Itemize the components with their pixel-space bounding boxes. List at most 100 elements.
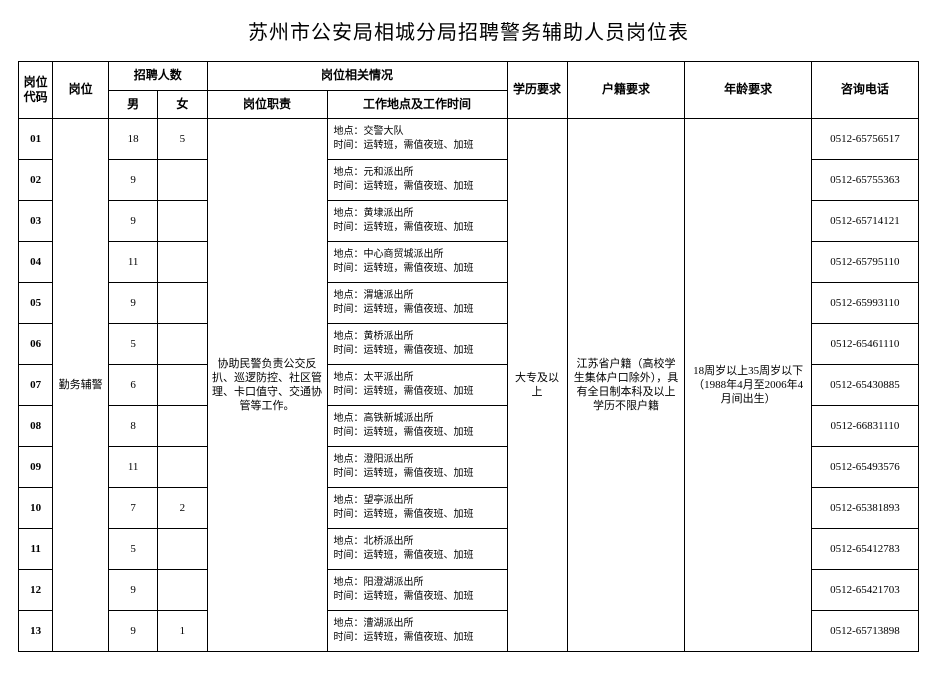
location-line: 地点：元和派出所: [334, 167, 414, 178]
col-header-male: 男: [108, 90, 157, 119]
cell-location: 地点：漕湖派出所时间：运转班，需值夜班、加班: [327, 611, 507, 652]
time-line: 时间：运转班，需值夜班、加班: [334, 509, 474, 520]
col-header-female: 女: [158, 90, 207, 119]
cell-huji: 江苏省户籍（高校学生集体户口除外），具有全日制本科及以上学历不限户籍: [567, 119, 685, 652]
time-line: 时间：运转班，需值夜班、加班: [334, 550, 474, 561]
cell-post: 勤务辅警: [53, 119, 109, 652]
cell-tel: 0512-65493576: [811, 447, 918, 488]
cell-location: 地点：太平派出所时间：运转班，需值夜班、加班: [327, 365, 507, 406]
cell-male: 9: [108, 283, 157, 324]
cell-edu: 大专及以上: [507, 119, 567, 652]
col-header-duty: 岗位职责: [207, 90, 327, 119]
time-line: 时间：运转班，需值夜班、加班: [334, 222, 474, 233]
col-header-code: 岗位代码: [19, 62, 53, 119]
time-line: 时间：运转班，需值夜班、加班: [334, 632, 474, 643]
cell-male: 7: [108, 488, 157, 529]
cell-male: 9: [108, 201, 157, 242]
cell-code: 06: [19, 324, 53, 365]
cell-code: 13: [19, 611, 53, 652]
table-body: 01勤务辅警185协助民警负责公交反扒、巡逻防控、社区管理、卡口值守、交通协管等…: [19, 119, 919, 652]
cell-tel: 0512-65421703: [811, 570, 918, 611]
cell-location: 地点：阳澄湖派出所时间：运转班，需值夜班、加班: [327, 570, 507, 611]
cell-code: 08: [19, 406, 53, 447]
cell-code: 03: [19, 201, 53, 242]
time-line: 时间：运转班，需值夜班、加班: [334, 427, 474, 438]
cell-code: 09: [19, 447, 53, 488]
col-header-count: 招聘人数: [108, 62, 207, 91]
cell-tel: 0512-66831110: [811, 406, 918, 447]
cell-location: 地点：黄埭派出所时间：运转班，需值夜班、加班: [327, 201, 507, 242]
cell-tel: 0512-65381893: [811, 488, 918, 529]
time-line: 时间：运转班，需值夜班、加班: [334, 468, 474, 479]
time-line: 时间：运转班，需值夜班、加班: [334, 140, 474, 151]
cell-tel: 0512-65795110: [811, 242, 918, 283]
location-line: 地点：黄埭派出所: [334, 208, 414, 219]
cell-female: 5: [158, 119, 207, 160]
location-line: 地点：渭塘派出所: [334, 290, 414, 301]
cell-code: 07: [19, 365, 53, 406]
location-line: 地点：太平派出所: [334, 372, 414, 383]
cell-male: 18: [108, 119, 157, 160]
cell-female: [158, 447, 207, 488]
col-header-tel: 咨询电话: [811, 62, 918, 119]
recruitment-table: 岗位代码 岗位 招聘人数 岗位相关情况 学历要求 户籍要求 年龄要求 咨询电话 …: [18, 61, 919, 652]
cell-male: 11: [108, 447, 157, 488]
cell-female: [158, 406, 207, 447]
table-header: 岗位代码 岗位 招聘人数 岗位相关情况 学历要求 户籍要求 年龄要求 咨询电话 …: [19, 62, 919, 119]
cell-location: 地点：交警大队时间：运转班，需值夜班、加班: [327, 119, 507, 160]
location-line: 地点：漕湖派出所: [334, 618, 414, 629]
cell-tel: 0512-65755363: [811, 160, 918, 201]
cell-tel: 0512-65756517: [811, 119, 918, 160]
cell-female: [158, 201, 207, 242]
cell-male: 9: [108, 570, 157, 611]
cell-male: 8: [108, 406, 157, 447]
time-line: 时间：运转班，需值夜班、加班: [334, 181, 474, 192]
page-title: 苏州市公安局相城分局招聘警务辅助人员岗位表: [18, 16, 919, 45]
cell-male: 11: [108, 242, 157, 283]
cell-code: 10: [19, 488, 53, 529]
cell-tel: 0512-65714121: [811, 201, 918, 242]
time-line: 时间：运转班，需值夜班、加班: [334, 304, 474, 315]
col-header-location: 工作地点及工作时间: [327, 90, 507, 119]
cell-code: 01: [19, 119, 53, 160]
location-line: 地点：交警大队: [334, 126, 404, 137]
col-header-huji: 户籍要求: [567, 62, 685, 119]
cell-duty: 协助民警负责公交反扒、巡逻防控、社区管理、卡口值守、交通协管等工作。: [207, 119, 327, 652]
cell-code: 11: [19, 529, 53, 570]
cell-code: 05: [19, 283, 53, 324]
col-header-age: 年龄要求: [685, 62, 811, 119]
cell-male: 6: [108, 365, 157, 406]
time-line: 时间：运转班，需值夜班、加班: [334, 345, 474, 356]
location-line: 地点：中心商贸城派出所: [334, 249, 444, 260]
location-line: 地点：澄阳派出所: [334, 454, 414, 465]
location-line: 地点：高铁新城派出所: [334, 413, 434, 424]
col-header-situation: 岗位相关情况: [207, 62, 507, 91]
cell-location: 地点：渭塘派出所时间：运转班，需值夜班、加班: [327, 283, 507, 324]
cell-location: 地点：中心商贸城派出所时间：运转班，需值夜班、加班: [327, 242, 507, 283]
location-line: 地点：阳澄湖派出所: [334, 577, 424, 588]
time-line: 时间：运转班，需值夜班、加班: [334, 591, 474, 602]
cell-tel: 0512-65993110: [811, 283, 918, 324]
cell-code: 04: [19, 242, 53, 283]
col-header-post: 岗位: [53, 62, 109, 119]
cell-age: 18周岁以上35周岁以下（1988年4月至2006年4月间出生）: [685, 119, 811, 652]
cell-tel: 0512-65412783: [811, 529, 918, 570]
location-line: 地点：北桥派出所: [334, 536, 414, 547]
cell-female: [158, 570, 207, 611]
time-line: 时间：运转班，需值夜班、加班: [334, 263, 474, 274]
cell-male: 9: [108, 611, 157, 652]
cell-tel: 0512-65430885: [811, 365, 918, 406]
time-line: 时间：运转班，需值夜班、加班: [334, 386, 474, 397]
cell-female: [158, 529, 207, 570]
location-line: 地点：望亭派出所: [334, 495, 414, 506]
cell-female: [158, 324, 207, 365]
cell-male: 9: [108, 160, 157, 201]
cell-tel: 0512-65461110: [811, 324, 918, 365]
cell-male: 5: [108, 529, 157, 570]
cell-location: 地点：黄桥派出所时间：运转班，需值夜班、加班: [327, 324, 507, 365]
cell-tel: 0512-65713898: [811, 611, 918, 652]
cell-female: [158, 160, 207, 201]
cell-female: [158, 242, 207, 283]
col-header-edu: 学历要求: [507, 62, 567, 119]
cell-location: 地点：北桥派出所时间：运转班，需值夜班、加班: [327, 529, 507, 570]
